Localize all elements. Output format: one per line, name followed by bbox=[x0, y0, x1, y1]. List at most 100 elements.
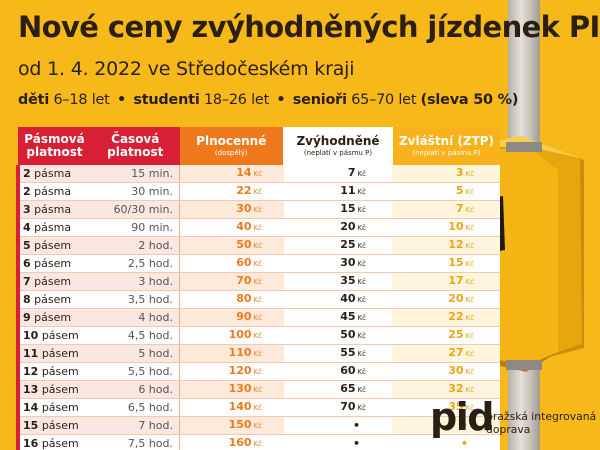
header-time-label: Časová platnost bbox=[107, 132, 164, 159]
zone-cell: 7 pásem bbox=[16, 272, 91, 291]
currency-unit: Kč bbox=[465, 314, 474, 322]
time-validity: 3 hod. bbox=[138, 274, 173, 288]
pid-logo: pid bbox=[430, 395, 494, 439]
ztp-price-value: 15 bbox=[448, 256, 464, 269]
full-price-value: 50 bbox=[236, 238, 252, 251]
discounted-price-value: 30 bbox=[340, 256, 356, 269]
ztp-price-value: 20 bbox=[448, 292, 464, 305]
discounted-price-value: 55 bbox=[340, 346, 356, 359]
full-price-cell: 50 Kč bbox=[179, 236, 284, 255]
full-price-value: 140 bbox=[228, 400, 252, 413]
full-price-value: 14 bbox=[236, 166, 252, 179]
full-price-cell: 80 Kč bbox=[179, 290, 284, 309]
ztp-price-value: 27 bbox=[448, 346, 464, 359]
ztp-not-available: • bbox=[460, 418, 468, 432]
ztp-price-cell: 7 Kč bbox=[392, 200, 500, 219]
table-row: 13 pásem 6 hod. 130 Kč 65 Kč 32 Kč bbox=[16, 380, 500, 399]
zone-cell: 11 pásem bbox=[16, 344, 91, 363]
currency-unit: Kč bbox=[253, 224, 262, 232]
time-cell: 5 hod. bbox=[91, 344, 180, 363]
group-students-label: studenti bbox=[133, 92, 200, 108]
zone-count: 15 bbox=[23, 418, 39, 432]
header-time-validity: Časová platnost bbox=[91, 127, 180, 165]
time-cell: 2,5 hod. bbox=[91, 254, 180, 273]
time-cell: 15 min. bbox=[91, 165, 180, 183]
ztp-price-cell: 30 Kč bbox=[392, 362, 500, 381]
zone-cell: 6 pásem bbox=[16, 254, 91, 273]
full-price-value: 150 bbox=[228, 418, 252, 431]
currency-unit: Kč bbox=[357, 368, 366, 376]
header-ztp-price: Zvláštní (ZTP) (neplatí v pásmu P) bbox=[392, 127, 500, 165]
time-validity: 4 hod. bbox=[138, 310, 173, 324]
discounted-price-cell: 70 Kč bbox=[284, 398, 392, 417]
zone-word: pásem bbox=[41, 346, 79, 360]
time-cell: 3 hod. bbox=[91, 272, 180, 291]
pid-logo-text: pražská integrovaná doprava bbox=[486, 410, 597, 436]
zone-cell: 4 pásma bbox=[16, 218, 91, 237]
header-discounted-note: (neplatí v pásmu P) bbox=[303, 148, 373, 157]
discounted-price-value: 7 bbox=[347, 166, 356, 179]
zone-word: pásem bbox=[34, 310, 72, 324]
zone-word: pásem bbox=[41, 328, 79, 342]
currency-unit: Kč bbox=[253, 188, 262, 196]
currency-unit: Kč bbox=[357, 206, 366, 214]
full-price-value: 130 bbox=[228, 382, 252, 395]
full-price-cell: 120 Kč bbox=[179, 362, 284, 381]
currency-unit: Kč bbox=[357, 404, 366, 412]
currency-unit: Kč bbox=[357, 350, 366, 358]
currency-unit: Kč bbox=[253, 422, 262, 430]
discounted-price-cell: 45 Kč bbox=[284, 308, 392, 327]
currency-unit: Kč bbox=[357, 170, 366, 178]
full-price-value: 90 bbox=[236, 310, 252, 323]
zone-word: pásma bbox=[34, 202, 72, 216]
table-header-row: Pásmová platnost Časová platnost Plnocen… bbox=[18, 127, 500, 165]
zone-count: 11 bbox=[23, 346, 39, 360]
discounted-price-cell: 35 Kč bbox=[284, 272, 392, 291]
ztp-price-value: 32 bbox=[448, 382, 464, 395]
full-price-cell: 22 Kč bbox=[179, 182, 284, 201]
full-price-value: 100 bbox=[228, 328, 252, 341]
time-validity: 30 min. bbox=[131, 184, 173, 198]
time-validity: 7 hod. bbox=[138, 418, 173, 432]
group-children-age: 6–18 let bbox=[53, 92, 110, 108]
time-validity: 6,5 hod. bbox=[127, 400, 173, 414]
ztp-price-cell: • bbox=[392, 416, 500, 435]
ztp-price-cell: 3 Kč bbox=[392, 165, 500, 183]
full-price-cell: 130 Kč bbox=[179, 380, 284, 399]
currency-unit: Kč bbox=[357, 296, 366, 304]
ztp-price-value: 7 bbox=[455, 202, 464, 215]
discounted-price-cell: • bbox=[284, 434, 392, 450]
table-row: 16 pásem 7,5 hod. 160 Kč • • bbox=[16, 434, 500, 450]
discounted-price-value: 20 bbox=[340, 220, 356, 233]
full-price-cell: 140 Kč bbox=[179, 398, 284, 417]
time-validity: 2 hod. bbox=[138, 238, 173, 252]
header-discounted-label: Zvýhodněné bbox=[296, 133, 380, 148]
zone-count: 5 bbox=[23, 238, 31, 252]
time-cell: 7 hod. bbox=[91, 416, 180, 435]
discounted-price-value: 35 bbox=[340, 274, 356, 287]
ztp-price-cell: 20 Kč bbox=[392, 290, 500, 309]
discounted-price-cell: 55 Kč bbox=[284, 344, 392, 363]
full-price-cell: 110 Kč bbox=[179, 344, 284, 363]
group-seniors-age: 65–70 let bbox=[351, 92, 417, 108]
table-row: 14 pásem 6,5 hod. 140 Kč 70 Kč 35 Kč bbox=[16, 398, 500, 417]
zone-word: pásem bbox=[41, 418, 79, 432]
table-row: 9 pásem 4 hod. 90 Kč 45 Kč 22 Kč bbox=[16, 308, 500, 327]
discounted-price-value: 15 bbox=[340, 202, 356, 215]
zone-count: 10 bbox=[23, 328, 39, 342]
header-full-label: Plnocenné bbox=[196, 133, 267, 148]
currency-unit: Kč bbox=[465, 242, 474, 250]
currency-unit: Kč bbox=[253, 386, 262, 394]
discounted-price-cell: 7 Kč bbox=[284, 165, 392, 183]
discounted-price-value: 40 bbox=[340, 292, 356, 305]
zone-count: 8 bbox=[23, 292, 31, 306]
zone-count: 2 bbox=[23, 166, 31, 180]
full-price-cell: 40 Kč bbox=[179, 218, 284, 237]
time-cell: 3,5 hod. bbox=[91, 290, 180, 309]
zone-cell: 13 pásem bbox=[16, 380, 91, 399]
page-title: Nové ceny zvýhodněných jízdenek PID bbox=[18, 10, 600, 44]
zone-word: pásem bbox=[41, 436, 79, 450]
table-row: 2 pásma 30 min. 22 Kč 11 Kč 5 Kč bbox=[16, 182, 500, 201]
zone-count: 6 bbox=[23, 256, 31, 270]
full-price-value: 110 bbox=[228, 346, 252, 359]
